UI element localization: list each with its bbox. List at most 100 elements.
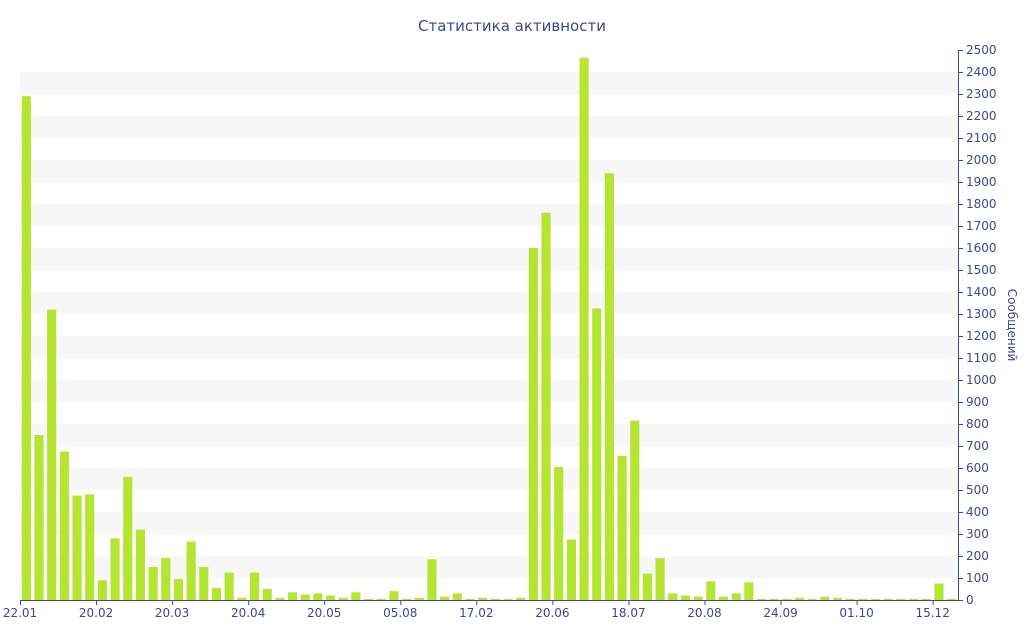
bar[interactable] — [199, 567, 209, 600]
x-tick-label: 24.09 — [763, 606, 797, 620]
x-tick-label: 18.07 — [611, 606, 645, 620]
bar[interactable] — [110, 538, 120, 600]
bar[interactable] — [794, 597, 805, 600]
y-tick-label: 2200 — [966, 109, 997, 123]
grid-band — [20, 72, 958, 94]
bar[interactable] — [820, 596, 830, 600]
y-tick-label: 1800 — [966, 197, 997, 211]
bar[interactable] — [756, 598, 767, 600]
bar[interactable] — [909, 598, 919, 600]
bar[interactable] — [249, 572, 260, 601]
bar[interactable] — [871, 598, 881, 600]
bar[interactable] — [921, 598, 931, 600]
bar[interactable] — [224, 572, 234, 601]
bar[interactable] — [845, 598, 855, 600]
bar[interactable] — [680, 595, 691, 600]
bar[interactable] — [186, 541, 196, 600]
bar[interactable] — [237, 597, 247, 600]
bar[interactable] — [554, 466, 564, 600]
bar[interactable] — [440, 596, 450, 600]
y-tick-label: 1500 — [966, 263, 997, 277]
y-tick-label: 1200 — [966, 329, 997, 343]
bar[interactable] — [173, 579, 184, 600]
bar[interactable] — [883, 598, 893, 600]
grid-band — [20, 292, 958, 314]
bar[interactable] — [338, 597, 348, 600]
bar[interactable] — [516, 597, 526, 600]
bar[interactable] — [287, 592, 298, 600]
bar[interactable] — [833, 597, 843, 600]
bar[interactable] — [313, 593, 323, 600]
bar-series — [21, 57, 957, 601]
bar[interactable] — [123, 476, 133, 600]
y-tick-label: 1300 — [966, 307, 997, 321]
y-tick-label: 2000 — [966, 153, 997, 167]
bar[interactable] — [211, 587, 222, 600]
x-tick-label: 17.02 — [459, 606, 493, 620]
bar[interactable] — [402, 598, 412, 600]
bar[interactable] — [351, 592, 361, 600]
bar[interactable] — [782, 598, 792, 600]
bar[interactable] — [300, 594, 310, 601]
y-axis-title: Сообщений — [1005, 289, 1019, 362]
y-tick-label: 2500 — [966, 43, 997, 57]
y-tick-label: 100 — [966, 571, 989, 585]
bar[interactable] — [731, 593, 741, 600]
x-tick-label: 20.08 — [687, 606, 721, 620]
x-tick-label: 05.08 — [383, 606, 417, 620]
y-tick-label: 1000 — [966, 373, 997, 387]
bar[interactable] — [617, 455, 627, 600]
x-tick-label: 20.03 — [155, 606, 189, 620]
bar[interactable] — [21, 96, 31, 600]
bar[interactable] — [858, 598, 868, 600]
bar[interactable] — [744, 582, 754, 600]
bar[interactable] — [465, 598, 475, 600]
bar[interactable] — [579, 57, 589, 600]
bar[interactable] — [427, 559, 437, 600]
bar[interactable] — [262, 589, 272, 600]
bar[interactable] — [642, 573, 653, 600]
bar[interactable] — [718, 596, 729, 600]
grid-band — [20, 512, 958, 534]
bar[interactable] — [693, 596, 703, 600]
bar[interactable] — [528, 248, 538, 600]
x-tick-label: 20.04 — [231, 606, 265, 620]
bar[interactable] — [934, 583, 944, 601]
bar[interactable] — [34, 435, 44, 600]
bar[interactable] — [630, 420, 640, 600]
bar[interactable] — [769, 598, 779, 600]
bar[interactable] — [59, 451, 69, 601]
bar[interactable] — [655, 558, 665, 600]
bar[interactable] — [668, 593, 678, 600]
bar[interactable] — [148, 567, 158, 600]
bar[interactable] — [376, 598, 386, 600]
bar[interactable] — [541, 212, 551, 601]
bar[interactable] — [72, 495, 82, 601]
bar[interactable] — [275, 597, 285, 600]
bar[interactable] — [478, 597, 488, 600]
y-tick-label: 200 — [966, 549, 989, 563]
y-tick-label: 400 — [966, 505, 989, 519]
bar[interactable] — [85, 494, 95, 600]
bar[interactable] — [604, 173, 614, 600]
bar[interactable] — [947, 598, 957, 600]
bar[interactable] — [161, 558, 171, 600]
bar[interactable] — [896, 598, 906, 600]
bar[interactable] — [452, 593, 462, 600]
bar[interactable] — [503, 598, 513, 600]
bar[interactable] — [807, 598, 817, 600]
bar[interactable] — [414, 597, 424, 600]
grid-bands — [20, 72, 958, 578]
bar[interactable] — [490, 598, 500, 600]
bar[interactable] — [97, 580, 107, 600]
bar[interactable] — [706, 581, 716, 600]
bar[interactable] — [592, 308, 602, 601]
bar[interactable] — [364, 598, 374, 600]
bar[interactable] — [135, 529, 145, 600]
bar[interactable] — [47, 309, 57, 600]
y-tick-label: 2400 — [966, 65, 997, 79]
grid-band — [20, 468, 958, 490]
bar[interactable] — [389, 591, 399, 600]
bar[interactable] — [566, 539, 576, 601]
bar[interactable] — [325, 595, 336, 600]
